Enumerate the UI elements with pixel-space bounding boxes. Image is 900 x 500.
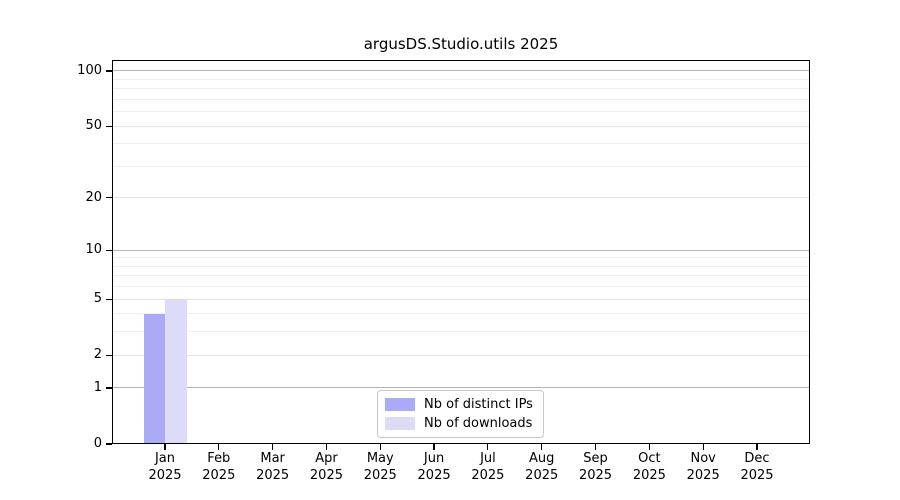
year-label: 2025	[256, 468, 290, 483]
gridline-major-50	[112, 125, 810, 127]
y-tick-label-5: 5	[93, 291, 102, 307]
x-tick-label-Dec: Dec 2025	[729, 450, 785, 484]
x-tick-label-Apr: Apr 2025	[298, 450, 354, 484]
x-tick-label-Jan: Jan 2025	[137, 450, 193, 484]
legend-item-downloads: Nb of downloads	[385, 416, 543, 432]
year-label: 2025	[309, 468, 343, 483]
legend-label-distinct-ips: Nb of distinct IPs	[424, 396, 533, 412]
month-label: Jul	[480, 451, 496, 466]
x-tick-mark-Oct	[648, 444, 650, 450]
y-tick-label-1: 1	[93, 379, 102, 395]
year-label: 2025	[525, 468, 559, 483]
x-tick-label-Sep: Sep 2025	[568, 450, 624, 484]
y-tick-label-100: 100	[77, 62, 102, 78]
y-tick-mark-100	[106, 70, 112, 72]
month-label: Jan	[154, 451, 176, 466]
x-tick-mark-Dec	[756, 444, 758, 450]
gridline-major-5	[112, 298, 810, 300]
y-tick-label-20: 20	[85, 189, 102, 205]
month-label: Oct	[638, 451, 661, 466]
y-tick-mark-1	[106, 387, 112, 389]
x-tick-label-Feb: Feb 2025	[191, 450, 247, 484]
x-tick-mark-Jun	[433, 444, 435, 450]
y-tick-label-0: 0	[93, 436, 102, 451]
y-tick-mark-20	[106, 197, 112, 199]
x-tick-label-Aug: Aug 2025	[514, 450, 570, 484]
month-label: Sep	[583, 451, 608, 466]
x-tick-mark-Sep	[594, 444, 597, 450]
gridline-minor-70	[112, 98, 810, 100]
month-label: Aug	[529, 451, 555, 466]
x-tick-label-Oct: Oct 2025	[621, 450, 677, 484]
gridline-minor-30	[112, 165, 810, 167]
legend-swatch-downloads	[385, 417, 415, 430]
gridline-minor-6	[112, 286, 810, 288]
year-label: 2025	[632, 468, 666, 483]
gridline-minor-40	[112, 143, 810, 145]
month-label: Apr	[315, 451, 338, 466]
x-tick-mark-Nov	[702, 444, 704, 450]
x-tick-label-Nov: Nov 2025	[675, 450, 731, 484]
gridline-minor-90	[112, 78, 810, 80]
month-label: Jun	[423, 451, 445, 466]
y-tick-mark-0	[106, 443, 112, 445]
gridline-minor-4	[112, 313, 810, 315]
gridline-emphasis-100	[112, 70, 810, 72]
x-tick-mark-Feb	[218, 444, 220, 450]
x-tick-label-Jul: Jul 2025	[460, 450, 516, 484]
gridline-minor-8	[112, 265, 810, 267]
year-label: 2025	[417, 468, 451, 483]
x-tick-mark-Apr	[325, 444, 328, 450]
month-label: Nov	[690, 451, 716, 466]
year-label: 2025	[202, 468, 236, 483]
chart-title: argusDS.Studio.utils 2025	[363, 35, 559, 53]
year-label: 2025	[471, 468, 505, 483]
year-label: 2025	[148, 468, 182, 483]
y-tick-mark-50	[106, 125, 112, 127]
legend: Nb of distinct IPs Nb of downloads	[377, 390, 544, 438]
gridline-minor-80	[112, 88, 810, 90]
gridline-emphasis-10	[112, 249, 810, 251]
gridline-minor-60	[112, 111, 810, 113]
gridline-minor-3	[112, 331, 810, 333]
x-tick-mark-Jan	[164, 444, 166, 450]
bar-jan-downloads	[165, 299, 187, 444]
gridline-major-20	[112, 197, 810, 199]
gridline-minor-9	[112, 257, 810, 259]
month-label: Feb	[207, 451, 231, 466]
x-tick-mark-Mar	[272, 444, 274, 450]
y-tick-mark-10	[106, 249, 112, 251]
y-tick-label-50: 50	[85, 118, 102, 134]
x-tick-mark-Aug	[541, 444, 543, 450]
x-tick-label-May: May 2025	[352, 450, 408, 484]
plot-area	[112, 60, 810, 444]
y-tick-mark-2	[106, 354, 112, 356]
month-label: Mar	[260, 451, 285, 466]
legend-swatch-distinct-ips	[385, 398, 415, 411]
gridline-major-2	[112, 354, 810, 356]
x-tick-mark-Jul	[487, 444, 489, 450]
year-label: 2025	[686, 468, 720, 483]
bar-jan-distinct-ips	[143, 313, 165, 444]
legend-item-distinct-ips: Nb of distinct IPs	[385, 397, 543, 413]
gridline-minor-7	[112, 275, 810, 277]
year-label: 2025	[363, 468, 397, 483]
legend-label-downloads: Nb of downloads	[424, 415, 533, 431]
y-tick-mark-5	[106, 298, 112, 300]
month-label: Dec	[744, 451, 770, 466]
x-tick-label-Jun: Jun 2025	[406, 450, 462, 484]
x-tick-mark-May	[379, 444, 381, 450]
y-tick-label-10: 10	[85, 242, 102, 258]
y-tick-label-2: 2	[93, 347, 102, 363]
month-label: May	[366, 451, 394, 466]
year-label: 2025	[740, 468, 774, 483]
x-tick-label-Mar: Mar 2025	[245, 450, 301, 484]
gridline-emphasis-1	[112, 387, 810, 389]
year-label: 2025	[578, 468, 613, 483]
